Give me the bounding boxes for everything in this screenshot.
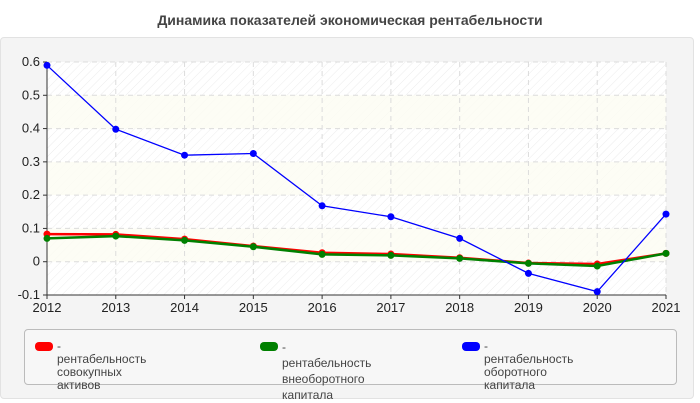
svg-text:2015: 2015 (239, 300, 268, 315)
grid-lines (47, 61, 667, 295)
svg-text:2020: 2020 (583, 300, 612, 315)
legend-swatch-blue (462, 342, 480, 351)
svg-text:2014: 2014 (170, 300, 199, 315)
legend-label: - рентабельность оборотного капитала (484, 339, 574, 392)
svg-text:0: 0 (33, 254, 40, 269)
chart-title: Динамика показателей экономическая рента… (157, 12, 543, 28)
legend-label: - рентабельность внеоборотного капитала (282, 340, 372, 402)
svg-text:0.1: 0.1 (22, 220, 40, 235)
svg-text:2021: 2021 (652, 300, 681, 315)
svg-text:0.4: 0.4 (22, 121, 40, 136)
data-series (43, 61, 670, 296)
svg-text:2019: 2019 (514, 300, 543, 315)
svg-text:2013: 2013 (101, 300, 130, 315)
svg-text:0.3: 0.3 (22, 154, 40, 169)
axes: -0.1 0 0.1 0.2 0.3 0.4 0.5 0.6 2012 2013 2014 2015 2… (18, 54, 681, 315)
legend-swatch-red (35, 342, 53, 351)
svg-text:2018: 2018 (445, 300, 474, 315)
svg-text:-0.1: -0.1 (18, 287, 40, 302)
legend: - рентабельность совокупных активов - ре… (24, 329, 677, 402)
svg-text:0.5: 0.5 (22, 87, 40, 102)
svg-text:2012: 2012 (33, 300, 62, 315)
legend-swatch-green (260, 342, 278, 351)
svg-text:2017: 2017 (376, 300, 405, 315)
svg-text:0.2: 0.2 (22, 187, 40, 202)
plot-area (47, 62, 666, 295)
svg-text:0.6: 0.6 (22, 54, 40, 69)
legend-label: - рентабельность совокупных активов (57, 339, 147, 392)
svg-text:2016: 2016 (308, 300, 337, 315)
line-chart: -0.1 0 0.1 0.2 0.3 0.4 0.5 0.6 2012 2013 2014 2015 2… (18, 54, 681, 315)
